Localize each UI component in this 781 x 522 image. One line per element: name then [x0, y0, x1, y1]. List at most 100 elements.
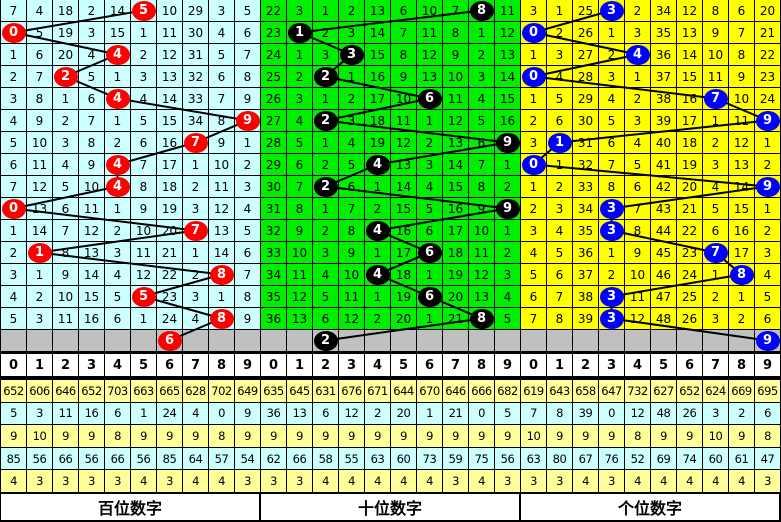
stat-cell: 9 — [495, 425, 520, 447]
omission-cell: 5 — [53, 176, 78, 197]
omission-cell: 6 — [469, 132, 494, 153]
omission-cell: 10 — [27, 132, 52, 153]
omission-cell: 10 — [131, 220, 156, 241]
omission-cell: 8 — [625, 220, 650, 241]
omission-cell: 1 — [27, 264, 52, 285]
omission-cell: 5 — [313, 286, 338, 307]
digit-header: 6 — [417, 354, 442, 376]
prediction-cell — [27, 330, 52, 351]
prediction-cell — [469, 330, 494, 351]
omission-cell: 4 — [209, 22, 234, 43]
omission-cell: 13 — [443, 132, 468, 153]
stat-cell: 56 — [495, 447, 520, 470]
stat-cell: 26 — [677, 402, 702, 425]
stat-cell: 10 — [703, 425, 728, 447]
omission-cell: 18 — [677, 132, 702, 153]
omission-cell: 6 — [547, 110, 572, 131]
digit-header: 3 — [79, 354, 104, 376]
omission-cell: 16 — [365, 66, 390, 87]
omission-cell: 7 — [79, 110, 104, 131]
stat-cell: 4 — [677, 470, 702, 492]
stat-cell: 48 — [651, 402, 676, 425]
omission-cell: 25 — [261, 66, 286, 87]
omission-cell: 31 — [183, 44, 208, 65]
stat-cell: 3 — [599, 470, 624, 492]
omission-cell: 12 — [209, 198, 234, 219]
omission-cell: 6 — [755, 308, 780, 329]
stat-cell: 9 — [79, 425, 104, 447]
omission-cell: 15 — [443, 176, 468, 197]
omission-cell: 3 — [339, 22, 364, 43]
omission-cell — [625, 44, 650, 65]
omission-cell: 2 — [729, 308, 754, 329]
stat-cell: 671 — [365, 380, 390, 402]
omission-cell: 18 — [365, 110, 390, 131]
omission-cell: 14 — [105, 0, 130, 21]
omission-cell: 2 — [339, 88, 364, 109]
omission-cell: 4 — [1, 286, 26, 307]
stat-cell: 52 — [625, 447, 650, 470]
omission-cell: 6 — [417, 220, 442, 241]
omission-cell: 1 — [417, 308, 442, 329]
digit-header: 0 — [261, 354, 286, 376]
digit-header: 1 — [547, 354, 572, 376]
stat-cell: 8 — [625, 425, 650, 447]
stat-cell: 4 — [729, 470, 754, 492]
omission-cell: 3 — [547, 44, 572, 65]
omission-cell: 2 — [53, 110, 78, 131]
omission-cell: 2 — [287, 66, 312, 87]
omission-cell: 11 — [625, 286, 650, 307]
omission-cell: 14 — [391, 176, 416, 197]
omission-cell: 19 — [443, 264, 468, 285]
omission-cell: 2 — [313, 154, 338, 175]
stat-cell: 56 — [131, 447, 156, 470]
omission-cell: 3 — [105, 242, 130, 263]
omission-cell: 10 — [287, 242, 312, 263]
omission-cell: 35 — [261, 286, 286, 307]
omission-cell: 2 — [365, 198, 390, 219]
stat-cell: 1 — [131, 402, 156, 425]
omission-cell: 26 — [677, 308, 702, 329]
omission-cell — [339, 44, 364, 65]
omission-cell: 5 — [703, 198, 728, 219]
omission-cell: 35 — [573, 220, 598, 241]
omission-cell: 4 — [417, 176, 442, 197]
omission-cell: 39 — [573, 308, 598, 329]
units-panel: 3 1 25 2 34 12 8 6 20 2 26 1 3 35 13 9 7 21 1 3 27 2 36 14 10 8 22… — [520, 0, 780, 522]
omission-cell: 7 — [27, 66, 52, 87]
stat-cell: 3 — [521, 470, 546, 492]
stat-cell: 702 — [209, 380, 234, 402]
prediction-cell — [521, 330, 546, 351]
omission-cell: 7 — [521, 308, 546, 329]
omission-cell: 2 — [547, 22, 572, 43]
omission-cell: 2 — [547, 176, 572, 197]
omission-cell: 13 — [27, 198, 52, 219]
omission-cell — [313, 66, 338, 87]
stat-cell: 12 — [339, 402, 364, 425]
omission-cell: 2 — [79, 0, 104, 21]
stat-cell: 676 — [339, 380, 364, 402]
stat-cell: 61 — [729, 447, 754, 470]
omission-cell: 1 — [183, 242, 208, 263]
omission-cell: 9 — [235, 88, 260, 109]
omission-cell: 9 — [235, 308, 260, 329]
omission-cell: 3 — [521, 132, 546, 153]
omission-cell: 6 — [313, 308, 338, 329]
omission-cell: 3 — [1, 264, 26, 285]
omission-cell: 3 — [183, 198, 208, 219]
prediction-cell — [703, 330, 728, 351]
omission-cell — [287, 22, 312, 43]
stat-cell: 60 — [391, 447, 416, 470]
stat-cell: 56 — [27, 447, 52, 470]
omission-cell: 32 — [261, 220, 286, 241]
omission-cell — [105, 154, 130, 175]
omission-cell — [235, 110, 260, 131]
omission-cell: 13 — [729, 154, 754, 175]
omission-cell: 48 — [651, 308, 676, 329]
omission-cell: 12 — [79, 220, 104, 241]
stat-cell: 4 — [183, 470, 208, 492]
omission-cell: 12 — [339, 308, 364, 329]
omission-cell: 5 — [755, 286, 780, 307]
omission-cell: 2 — [183, 264, 208, 285]
